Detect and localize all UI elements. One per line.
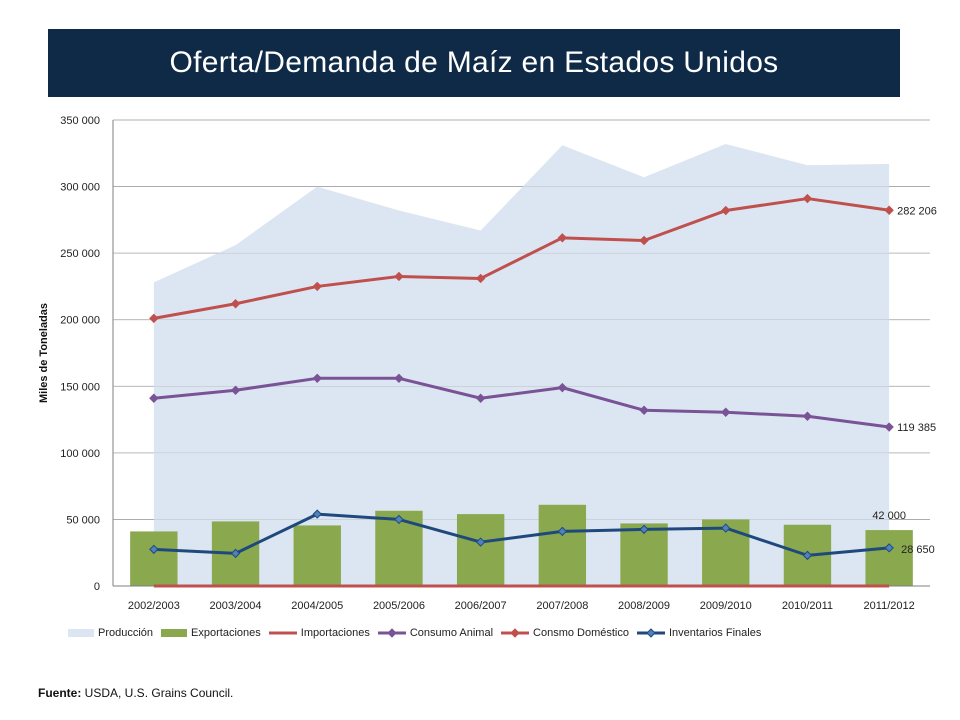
data-label-consumo-animal: 119 385	[897, 422, 936, 434]
x-tick-label-2: 2004/2005	[291, 600, 343, 612]
marker-consumo-animal-8	[802, 411, 813, 421]
x-tick-label-8: 2010/2011	[782, 600, 833, 612]
legend-label: Consmo Doméstico	[533, 627, 629, 639]
marker-consumo-animal-7	[721, 407, 731, 417]
legend-swatch-icon	[161, 629, 188, 637]
marker-inventarios-finales-1	[230, 548, 241, 559]
y-tick-label-2: 100 000	[60, 448, 100, 460]
marker-consumo-animal-2	[312, 373, 322, 384]
legend-label: Consumo Animal	[409, 627, 494, 639]
x-tick-label-6: 2008/2009	[618, 600, 670, 612]
y-tick-label-4: 200 000	[60, 315, 100, 327]
marker-consmo-domestico-8	[802, 193, 813, 204]
marker-consmo-domestico-2	[312, 281, 322, 292]
data-label-exportaciones: 42 000	[872, 510, 906, 522]
marker-inventarios-finales-0	[149, 544, 159, 555]
x-tick-label-0: 2002/2003	[128, 600, 180, 612]
marker-consmo-domestico-7	[721, 205, 731, 216]
x-tick-label-5: 2007/2008	[536, 600, 588, 612]
y-tick-label-1: 50 000	[66, 514, 100, 526]
source-text: USDA, U.S. Grains Council.	[81, 686, 234, 700]
bar-exportaciones-0	[130, 531, 178, 586]
legend-item-produccion: Producción	[68, 627, 153, 639]
x-tick-label-3: 2005/2006	[373, 600, 425, 612]
legend-label: Producción	[98, 627, 154, 639]
x-tick-label-4: 2006/2007	[455, 600, 507, 612]
marker-consumo-animal-0	[149, 393, 159, 403]
bar-exportaciones-2	[293, 525, 341, 586]
marker-consmo-domestico-4	[475, 273, 486, 284]
legend-swatch-icon	[637, 628, 665, 638]
marker-consumo-animal-1	[230, 385, 241, 395]
data-label-inventarios-finales: 28 650	[901, 544, 935, 556]
legend-swatch-icon	[68, 629, 94, 637]
marker-consumo-animal-9	[884, 422, 894, 432]
legend-swatch-icon	[501, 628, 530, 638]
source-note: Fuente: USDA, U.S. Grains Council.	[38, 686, 233, 700]
legend-item-importaciones: Importaciones	[268, 627, 370, 639]
x-tick-label-1: 2003/2004	[210, 600, 262, 612]
marker-consmo-domestico-3	[394, 271, 404, 282]
data-label-consmo-domestico: 282 206	[897, 205, 937, 217]
marker-inventarios-finales-5	[557, 526, 568, 537]
marker-inventarios-finales-2	[312, 509, 322, 519]
marker-consmo-domestico-5	[557, 233, 568, 243]
line-consumo-animal	[153, 376, 890, 429]
legend-item-consumo-animal: Consumo Animal	[377, 627, 494, 639]
line-consmo-domestico	[153, 197, 890, 320]
y-tick-label-3: 150 000	[60, 381, 100, 393]
legend-swatch-icon	[268, 631, 297, 635]
marker-consmo-domestico-1	[230, 299, 241, 309]
legend-item-inventarios-finales: Inventarios Finales	[637, 627, 761, 639]
legend-label: Exportaciones	[191, 627, 261, 639]
bar-exportaciones-5	[538, 504, 587, 586]
area-produccion	[153, 143, 890, 587]
x-tick-label-7: 2009/2010	[700, 600, 752, 612]
legend-item-consmo-domestico: Consmo Doméstico	[501, 627, 629, 639]
legend-label: Inventarios Finales	[669, 627, 762, 639]
marker-inventarios-finales-3	[394, 514, 404, 525]
marker-inventarios-finales-8	[802, 550, 813, 561]
marker-consmo-domestico-6	[639, 235, 649, 246]
y-tick-label-5: 250 000	[60, 248, 100, 260]
marker-consmo-domestico-9	[884, 205, 894, 215]
legend-label: Importaciones	[300, 627, 370, 639]
source-label: Fuente:	[38, 686, 82, 700]
marker-inventarios-finales-9	[884, 543, 894, 553]
bar-exportaciones-4	[456, 514, 505, 586]
legend-item-exportaciones: Exportaciones	[161, 627, 261, 639]
y-tick-label-6: 300 000	[60, 182, 100, 194]
y-tick-label-0: 0	[94, 581, 100, 593]
marker-consumo-animal-4	[475, 393, 486, 403]
marker-consumo-animal-6	[639, 405, 649, 415]
line-inventarios-finales	[153, 512, 890, 557]
marker-inventarios-finales-4	[475, 537, 486, 547]
legend-swatch-icon	[377, 628, 406, 638]
bar-exportaciones-9	[865, 530, 913, 586]
marker-inventarios-finales-7	[721, 523, 731, 533]
y-tick-label-7: 350 000	[60, 115, 100, 127]
marker-inventarios-finales-6	[639, 524, 649, 535]
y-axis-label: Miles de Toneladas	[38, 303, 50, 403]
chart-title: Oferta/Demanda de Maíz en Estados Unidos	[48, 29, 900, 97]
marker-consmo-domestico-0	[149, 313, 159, 324]
marker-consumo-animal-5	[557, 382, 568, 393]
chart-legend: Producción Exportaciones Importaciones Cons…	[68, 627, 769, 639]
marker-consumo-animal-3	[394, 373, 404, 384]
x-tick-label-9: 2011/2012	[864, 600, 915, 612]
